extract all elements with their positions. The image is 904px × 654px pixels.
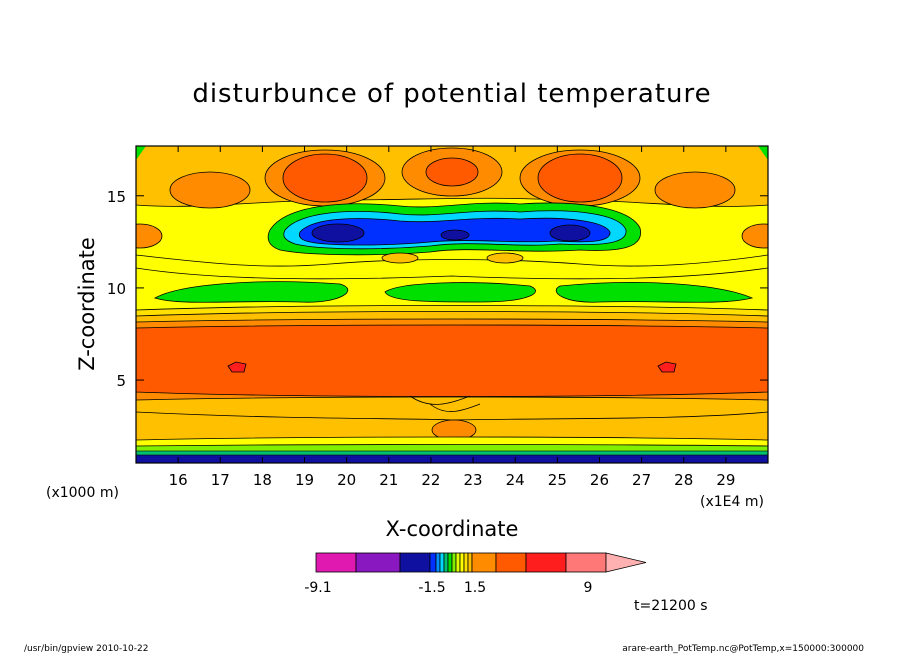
colorbar-segment: [435, 552, 441, 573]
x-tick-label: 22: [421, 471, 440, 489]
colorbar-segment: [463, 552, 469, 573]
colorbar-segment: [443, 552, 449, 573]
colorbar-segment: [525, 552, 567, 573]
warm-cell-3: [537, 153, 623, 203]
warm-cell-2: [425, 157, 479, 187]
cold-core-dark-2: [440, 229, 470, 241]
corner-green-right: [758, 146, 768, 160]
y-tick-label: 5: [116, 372, 126, 390]
y-unit-label: (x1000 m): [46, 485, 119, 501]
red-patch-left: [227, 361, 247, 373]
small-orange-patch-2: [486, 252, 524, 264]
cold-core-dark-1: [311, 223, 365, 243]
y-axis-label: Z-coordinate: [75, 237, 99, 371]
green-band-center: [384, 282, 536, 303]
colorbar-segment: [565, 552, 607, 573]
colorbar-segment: [455, 552, 461, 573]
warm-cell-1: [282, 153, 368, 203]
layer-red-orange: [136, 324, 768, 397]
x-tick-label: 19: [295, 471, 314, 489]
time-annotation: t=21200 s: [634, 598, 708, 614]
x-tick-label: 29: [716, 471, 735, 489]
colorbar-tick-label: -9.1: [304, 580, 331, 596]
colorbar-arrow: [605, 552, 647, 573]
y-tick-label: 15: [107, 188, 126, 206]
cold-core-dark-3: [549, 224, 591, 242]
plot-area: [136, 146, 768, 463]
green-band-left: [153, 281, 349, 303]
footer-left: /usr/bin/gpview 2010-10-22: [24, 644, 148, 654]
warm-cell-left-outer: [169, 171, 251, 209]
colorbar-tick-label: 9: [584, 580, 593, 596]
colorbar-segment: [447, 552, 453, 573]
green-band-right: [555, 282, 754, 303]
corner-green-left: [136, 146, 146, 160]
x-tick-label: 23: [464, 471, 483, 489]
x-tick-label: 26: [590, 471, 609, 489]
small-orange-patch: [381, 252, 419, 264]
edge-orange-left: [136, 223, 163, 249]
colorbar-segment: [495, 552, 527, 573]
x-tick-label: 20: [337, 471, 356, 489]
x-tick-label: 24: [506, 471, 525, 489]
colorbar-segment: [439, 552, 445, 573]
x-tick-label: 18: [253, 471, 272, 489]
edge-orange-right: [741, 223, 768, 249]
x-tick-label: 17: [211, 471, 230, 489]
colorbar-segment: [467, 552, 473, 573]
warm-cell-right-outer: [654, 171, 736, 209]
contour-line-2: [136, 267, 768, 280]
x-axis-ticks: 16 17 18 19 20 21 22 23 24 25 26 27 28 29: [169, 146, 735, 489]
colorbar: [315, 552, 647, 573]
colorbar-segment: [451, 552, 457, 573]
x-tick-label: 27: [632, 471, 651, 489]
y-tick-label: 10: [107, 280, 126, 298]
plot-frame: [135, 145, 769, 464]
colorbar-tick-labels: -9.1 -1.5 1.5 9: [304, 580, 592, 596]
contour-line-1: [136, 254, 768, 267]
y-axis-ticks: 5 10 15: [107, 188, 768, 390]
x-tick-label: 16: [169, 471, 188, 489]
colorbar-tick-label: 1.5: [464, 580, 486, 596]
red-patch-right: [657, 361, 677, 373]
colorbar-segment: [315, 552, 357, 573]
x-tick-label: 21: [379, 471, 398, 489]
surface-blue-layer: [136, 454, 768, 463]
colorbar-segment: [459, 552, 465, 573]
x-tick-label: 28: [674, 471, 693, 489]
colorbar-segment: [355, 552, 401, 573]
footer-right: arare-earth_PotTemp.nc@PotTemp,x=150000:…: [622, 644, 864, 654]
x-tick-label: 25: [548, 471, 567, 489]
colorbar-tick-label: -1.5: [418, 580, 445, 596]
x-unit-label: (x1E4 m): [700, 494, 764, 510]
x-axis-label: X-coordinate: [386, 517, 519, 541]
colorbar-segment: [471, 552, 497, 573]
chart-title: disturbunce of potential temperature: [192, 79, 711, 109]
colorbar-segment: [399, 552, 431, 573]
colorbar-segment: [429, 552, 437, 573]
